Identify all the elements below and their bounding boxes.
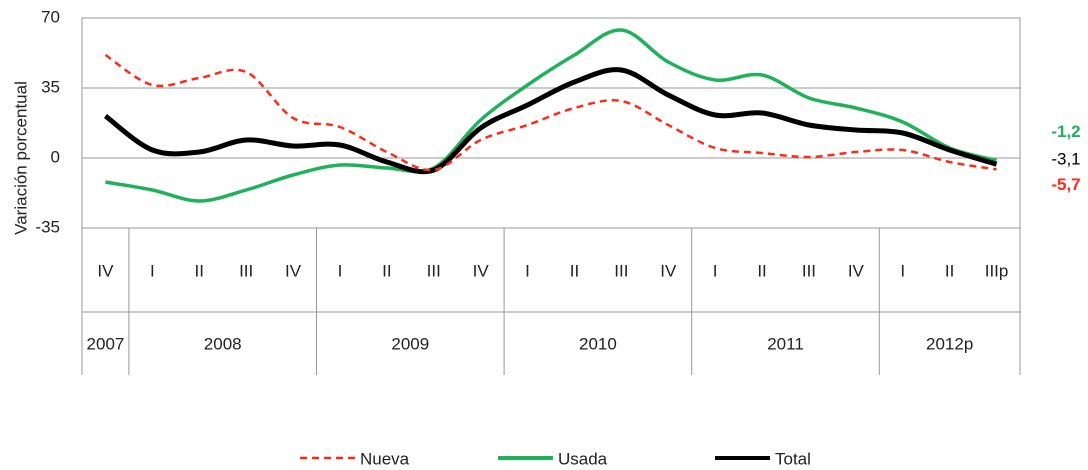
series-line xyxy=(104,53,997,172)
x-tick-label: I xyxy=(900,261,905,280)
legend-label: Nueva xyxy=(360,449,410,468)
x-tick-label: II xyxy=(945,261,954,280)
x-tick-label: I xyxy=(713,261,718,280)
x-tick-label: I xyxy=(338,261,343,280)
legend-label: Usada xyxy=(558,449,608,468)
x-tick-label: III xyxy=(614,261,628,280)
x-tick-label: II xyxy=(382,261,391,280)
y-tick-label: -35 xyxy=(35,217,60,236)
y-tick-label: 35 xyxy=(41,77,60,96)
year-label: 2012p xyxy=(926,334,973,353)
x-tick-label: IV xyxy=(285,261,302,280)
legend-label: Total xyxy=(775,449,811,468)
x-tick-label: III xyxy=(239,261,253,280)
data-label: -1,2 xyxy=(1051,122,1080,141)
x-tick-label: I xyxy=(150,261,155,280)
year-label: 2008 xyxy=(204,334,242,353)
y-tick-label: 0 xyxy=(51,147,60,166)
x-tick-label: II xyxy=(570,261,579,280)
x-tick-label: III xyxy=(802,261,816,280)
x-tick-label: IIIp xyxy=(985,261,1009,280)
x-tick-label: III xyxy=(427,261,441,280)
x-tick-label: IV xyxy=(97,261,114,280)
data-label: -3,1 xyxy=(1051,150,1080,169)
x-tick-label: II xyxy=(757,261,766,280)
year-label: 2010 xyxy=(579,334,617,353)
x-tick-label: IV xyxy=(848,261,865,280)
series-line xyxy=(105,28,997,203)
y-axis-label: Variación porcentual xyxy=(11,81,30,235)
series-line xyxy=(103,67,998,175)
year-label: 2009 xyxy=(391,334,429,353)
x-tick-label: IV xyxy=(473,261,490,280)
year-label: 2007 xyxy=(87,334,125,353)
data-label: -5,7 xyxy=(1051,175,1080,194)
x-tick-label: IV xyxy=(660,261,677,280)
year-label: 2011 xyxy=(767,334,804,353)
x-tick-label: II xyxy=(195,261,204,280)
y-tick-label: 70 xyxy=(41,7,60,26)
x-tick-label: I xyxy=(525,261,530,280)
